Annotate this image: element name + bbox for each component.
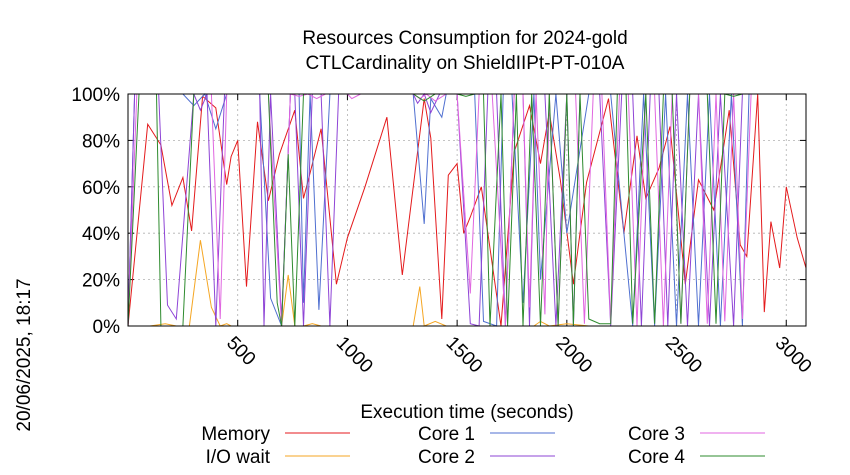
legend-label-core-3: Core 3 <box>628 424 685 445</box>
y-tick-label: 0% <box>93 317 121 338</box>
x-axis-label: Execution time (seconds) <box>360 402 573 423</box>
chart-title-line-1: Resources Consumption for 2024-gold <box>302 28 627 49</box>
x-tick-label: 3000 <box>771 333 816 378</box>
chart-title-line-2: CTLCardinality on ShieldIIPt-PT-010A <box>306 53 625 74</box>
y-tick-label: 60% <box>82 178 120 199</box>
series-line-i-o-wait <box>128 240 589 327</box>
timestamp-label: 20/06/2025, 18:17 <box>14 278 35 431</box>
series-line-core-2 <box>127 92 806 327</box>
legend-label-memory: Memory <box>201 424 270 445</box>
legend-label-core-2: Core 2 <box>418 447 475 468</box>
y-tick-label: 80% <box>82 131 120 152</box>
x-tick-label: 2500 <box>661 333 706 378</box>
legend-label-core-1: Core 1 <box>418 424 475 445</box>
x-tick-label: 1000 <box>332 333 377 378</box>
x-tick-label: 500 <box>222 333 259 370</box>
plot-border <box>127 93 807 327</box>
y-tick-label: 40% <box>82 224 120 245</box>
x-tick-label: 2000 <box>551 333 596 378</box>
legend-label-i-o-wait: I/O wait <box>206 447 271 468</box>
x-tick-label: 1500 <box>442 333 487 378</box>
y-axis-ticks: 0% 20% 40% 60% 80% 100% <box>71 85 806 338</box>
legend-label-core-4: Core 4 <box>628 447 685 468</box>
y-tick-label: 100% <box>71 85 120 106</box>
y-tick-label: 20% <box>82 271 120 292</box>
series-lines <box>127 92 807 327</box>
